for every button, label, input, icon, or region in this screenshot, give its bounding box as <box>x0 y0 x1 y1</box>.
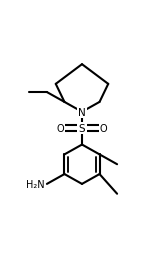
Text: O: O <box>57 124 64 134</box>
Text: S: S <box>79 124 85 134</box>
Text: H₂N: H₂N <box>26 179 44 189</box>
Text: O: O <box>100 124 107 134</box>
Text: N: N <box>78 107 86 117</box>
